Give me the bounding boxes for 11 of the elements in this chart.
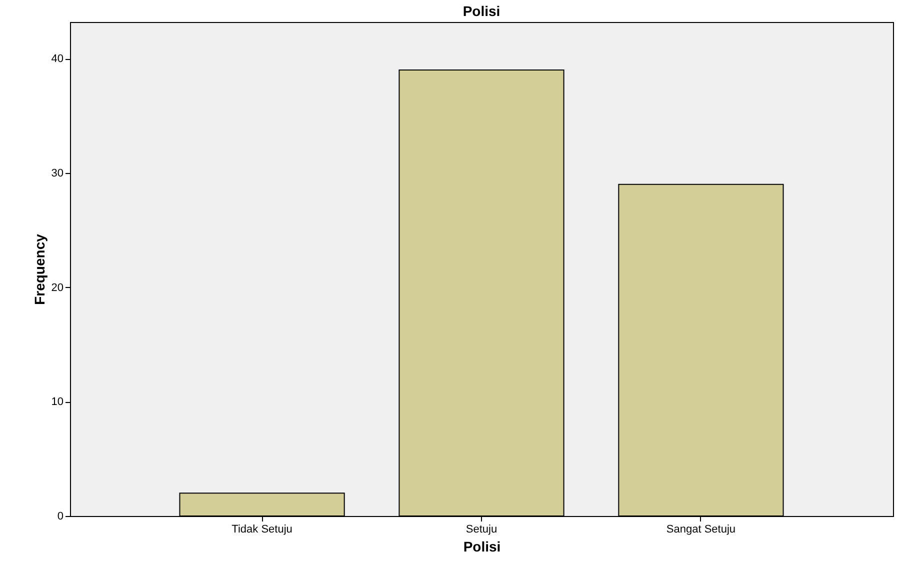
y-tick-label: 40 bbox=[51, 53, 64, 66]
y-tick-label: 10 bbox=[51, 396, 64, 408]
chart-title: Polisi bbox=[462, 3, 500, 19]
x-tick-label: Tidak Setuju bbox=[232, 524, 292, 536]
x-tick-label: Setuju bbox=[466, 524, 498, 536]
x-axis-title: Polisi bbox=[463, 538, 501, 554]
y-axis-title: Frequency bbox=[31, 234, 48, 305]
y-tick-label: 0 bbox=[57, 510, 64, 522]
y-tick-label: 30 bbox=[51, 167, 64, 180]
y-tick-label: 20 bbox=[51, 282, 64, 294]
x-tick-label: Sangat Setuju bbox=[666, 524, 736, 536]
